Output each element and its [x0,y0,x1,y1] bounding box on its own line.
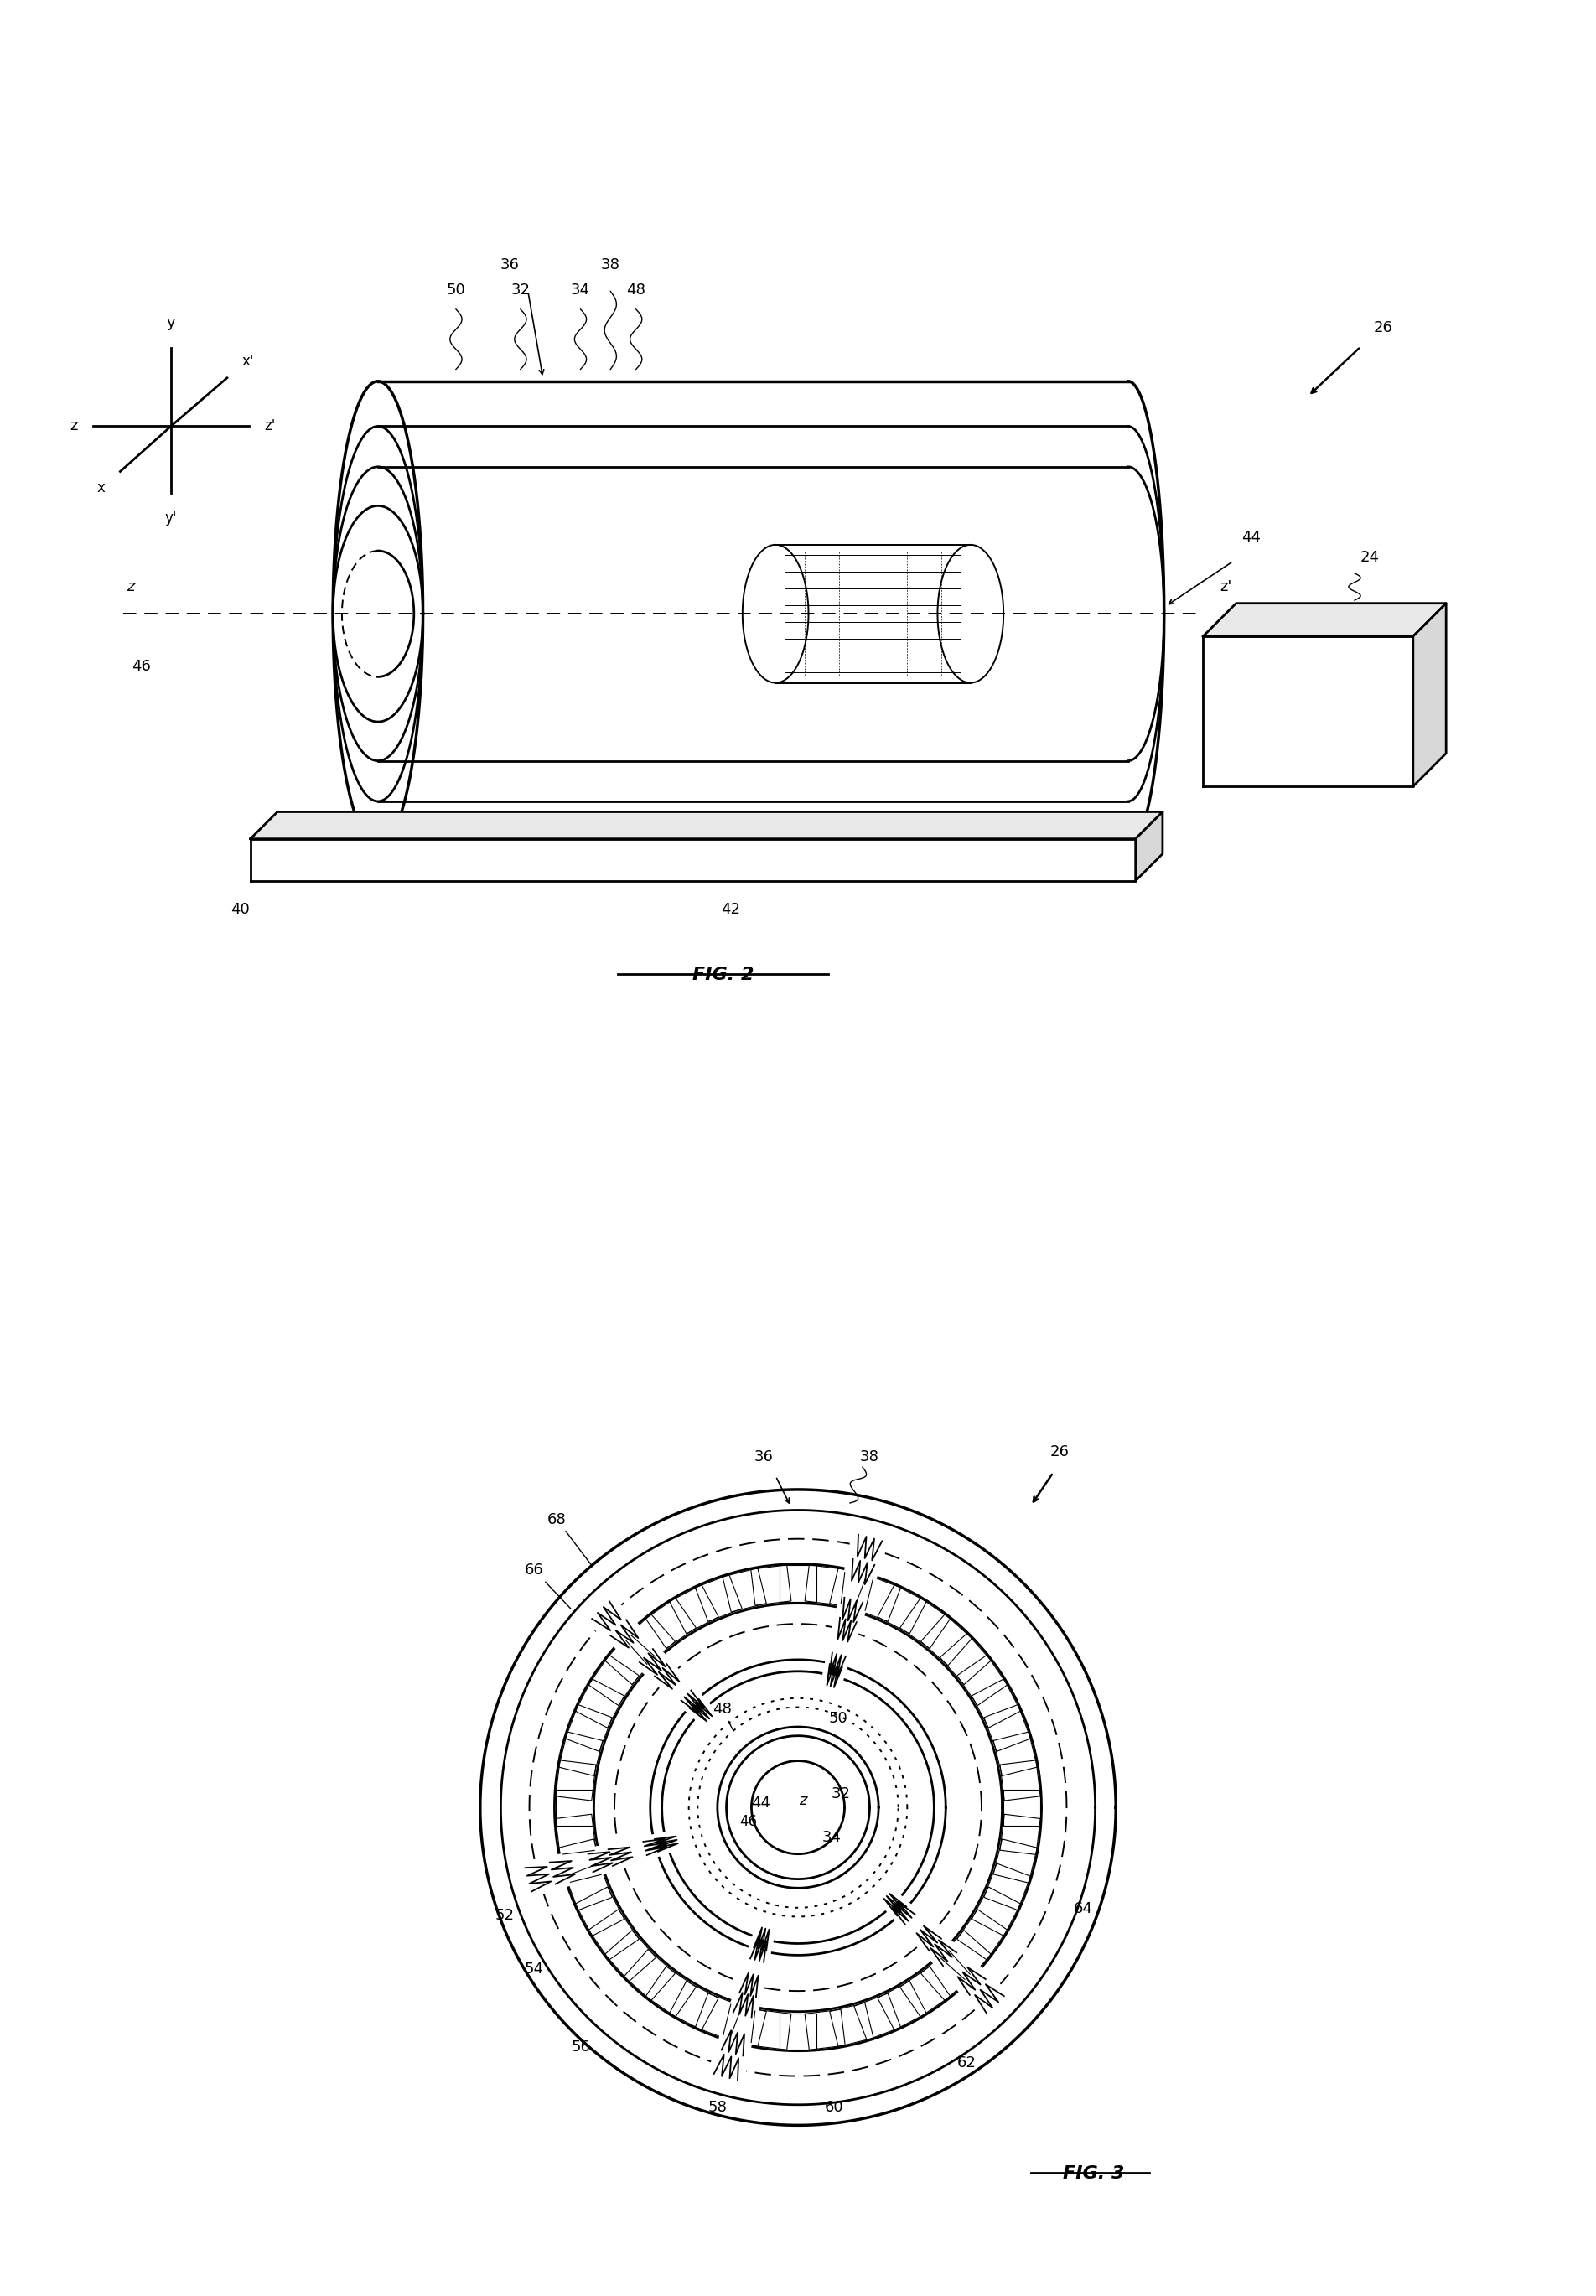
Text: z: z [798,1793,806,1807]
Text: 34: 34 [571,282,591,298]
Text: 62: 62 [956,2055,975,2071]
Text: 34: 34 [822,1830,841,1844]
Text: 46: 46 [741,1814,758,1828]
Text: y: y [166,315,176,331]
Polygon shape [251,838,1135,882]
Text: x: x [97,480,105,496]
Text: 38: 38 [860,1449,879,1465]
Text: 66: 66 [525,1564,571,1609]
Text: 42: 42 [721,902,741,916]
Text: 60: 60 [824,2101,843,2115]
Text: 26: 26 [1050,1444,1069,1460]
Polygon shape [251,813,1162,838]
Text: 44: 44 [750,1795,769,1812]
Text: z': z' [1219,579,1232,595]
Polygon shape [1203,636,1412,785]
Text: 46: 46 [131,659,150,675]
Text: z: z [70,418,78,434]
Text: z: z [126,579,134,595]
Text: 48: 48 [626,282,645,298]
Text: 64: 64 [1073,1901,1092,1917]
Text: 56: 56 [571,2039,591,2055]
Text: 50: 50 [447,282,466,298]
Text: FIG. 3: FIG. 3 [1063,2165,1124,2183]
Text: z': z' [263,418,275,434]
Text: 36: 36 [501,257,520,271]
Text: 68: 68 [547,1511,592,1566]
Text: 26: 26 [1374,319,1393,335]
Polygon shape [1203,604,1446,636]
Text: 38: 38 [600,257,621,271]
Text: 52: 52 [495,1908,514,1922]
Text: 50: 50 [828,1711,847,1727]
Text: 58: 58 [707,2101,728,2115]
Text: 44: 44 [1242,530,1261,544]
Text: y': y' [164,510,177,526]
Text: 40: 40 [230,902,249,916]
Text: 48: 48 [713,1701,733,1729]
Text: 32: 32 [832,1786,851,1802]
Text: 54: 54 [523,1961,544,1977]
Polygon shape [1412,604,1446,785]
Text: 36: 36 [755,1449,774,1465]
Polygon shape [1135,813,1162,882]
Text: 24: 24 [1360,549,1379,565]
Text: x': x' [243,354,254,370]
Text: 32: 32 [511,282,530,298]
Text: FIG. 2: FIG. 2 [693,967,753,983]
